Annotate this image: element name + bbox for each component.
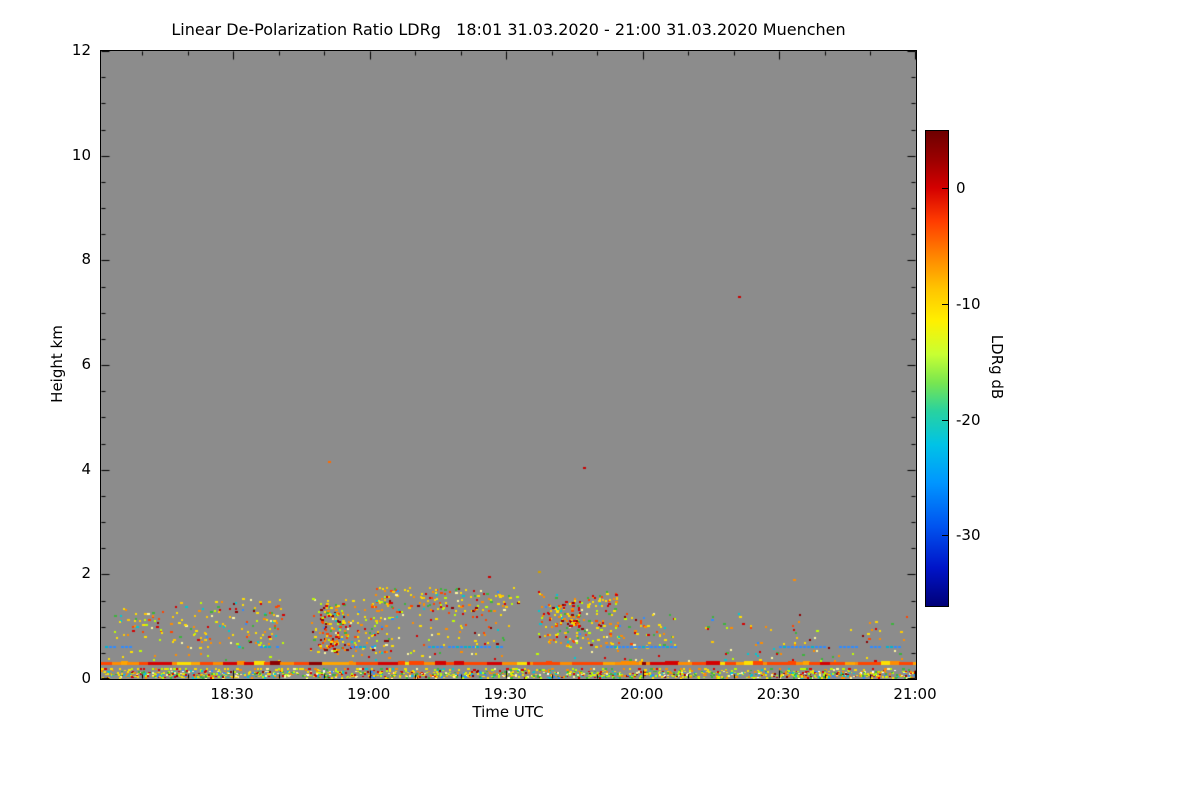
plot-area	[100, 50, 917, 680]
x-axis-label: Time UTC	[472, 703, 544, 721]
colorbar-tick-label: -30	[956, 526, 981, 545]
y-tick-label: 6	[81, 355, 91, 373]
colorbar-tick-mark	[942, 188, 948, 189]
y-tick-label: 0	[81, 669, 91, 687]
y-tick-label: 8	[81, 250, 91, 269]
chart-title: Linear De-Polarization Ratio LDRg 18:01 …	[171, 20, 846, 39]
colorbar-tick-mark	[942, 420, 948, 421]
x-tick-label: 20:00	[620, 685, 664, 703]
y-tick-label: 10	[71, 145, 91, 164]
x-tick-label: 21:00	[893, 685, 937, 703]
colorbar-tick-mark	[942, 304, 948, 305]
x-tick-label: 20:30	[756, 685, 801, 703]
x-tick-label: 19:30	[483, 685, 527, 703]
colorbar-tick-mark	[942, 535, 948, 536]
colorbar-gradient	[925, 130, 949, 607]
colorbar-tick-label: -10	[956, 294, 981, 313]
heatmap-canvas	[101, 51, 916, 679]
colorbar-tick-label: 0	[956, 178, 966, 197]
y-axis-label: Height km	[48, 325, 66, 403]
colorbar-label: LDRg dB	[988, 334, 1006, 400]
x-tick-label: 18:30	[210, 685, 254, 703]
y-tick-label: 2	[81, 564, 91, 583]
y-tick-label: 12	[71, 41, 91, 59]
colorbar-tick-label: -20	[956, 410, 981, 429]
x-tick-label: 19:00	[347, 685, 391, 703]
y-tick-label: 4	[81, 459, 91, 478]
